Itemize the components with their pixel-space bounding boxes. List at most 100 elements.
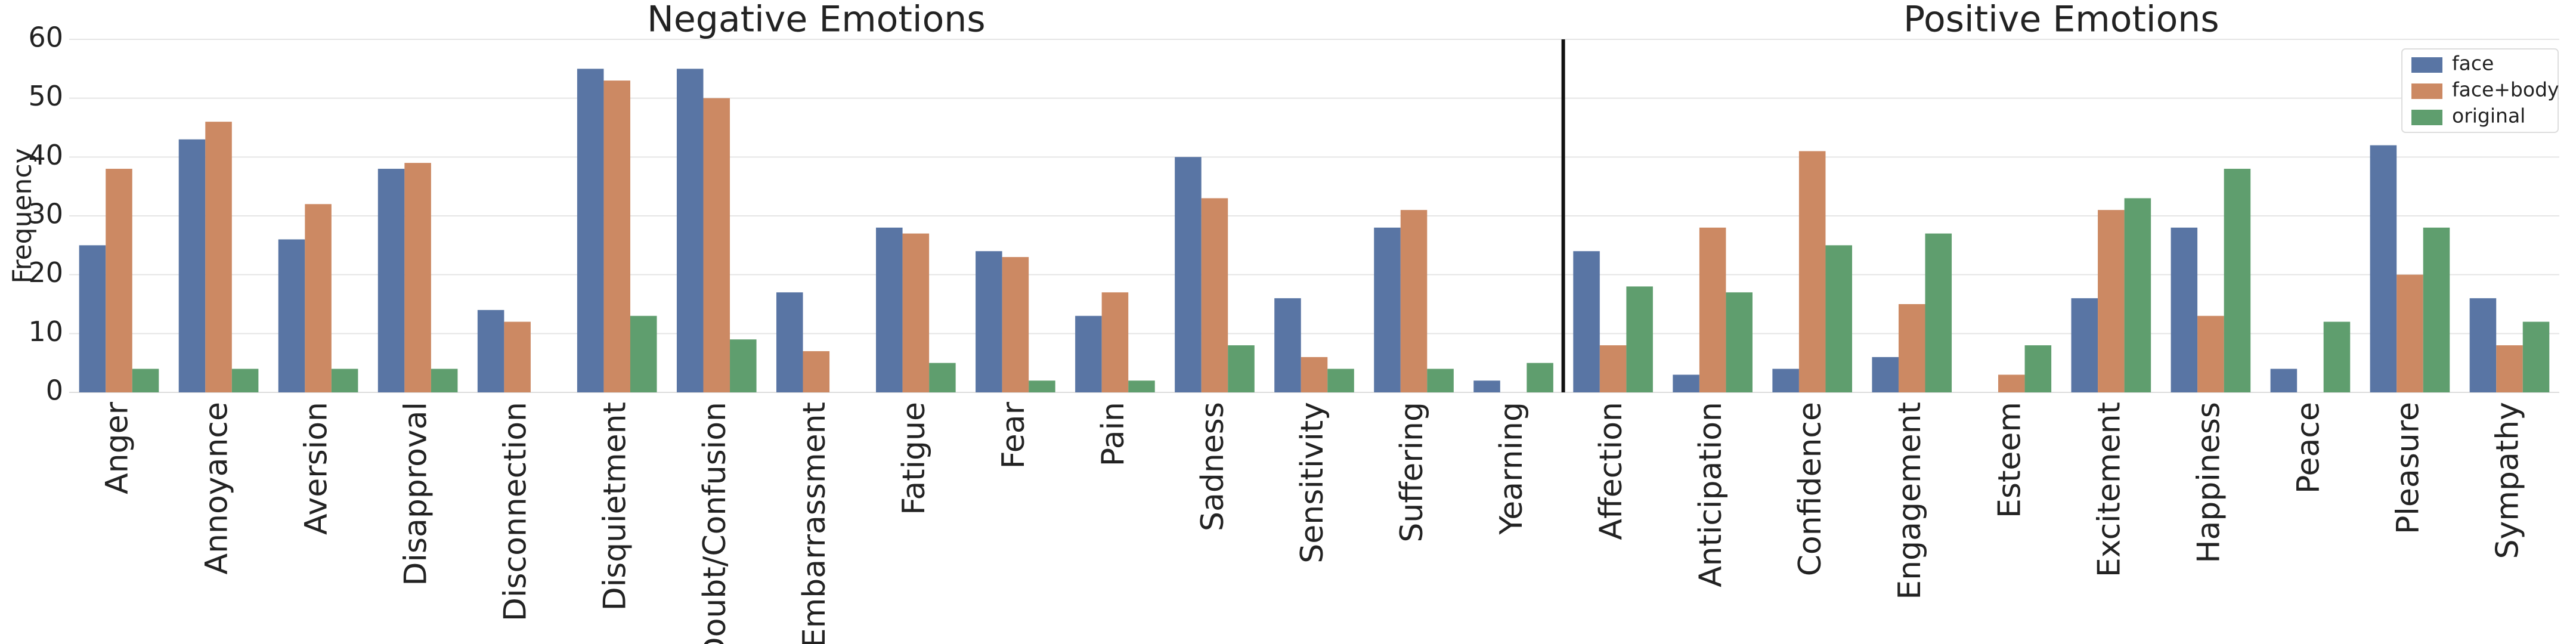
bar [205, 122, 232, 392]
x-tick-label: Disquietment [597, 402, 633, 611]
bar [1626, 286, 1653, 392]
x-tick-label: Sadness [1195, 402, 1231, 531]
bar [1301, 357, 1328, 392]
bar [2323, 321, 2351, 392]
x-tick-label: Pain [1095, 402, 1131, 466]
y-tick-label: 10 [28, 315, 63, 348]
y-tick-label: 50 [28, 80, 63, 112]
bar [1374, 227, 1401, 392]
bar [703, 98, 730, 392]
bar [178, 139, 206, 392]
bar [2522, 321, 2550, 392]
bar [1101, 292, 1129, 392]
x-tick-label: Annoyance [199, 402, 235, 574]
legend-swatch [2411, 57, 2442, 73]
bar [331, 369, 358, 392]
bar [2171, 227, 2198, 392]
bar [2124, 198, 2151, 392]
bar [1673, 374, 1699, 392]
bar [404, 163, 431, 392]
bar [2370, 145, 2397, 392]
legend-label: face+body [2452, 78, 2559, 101]
bar [278, 239, 305, 392]
legend-label: face [2452, 52, 2494, 75]
bar [776, 292, 803, 392]
bar [1726, 292, 1753, 392]
x-tick-label: Esteem [1992, 402, 2027, 518]
bar [1228, 345, 1255, 392]
x-tick-label: Fear [996, 401, 1032, 469]
y-tick-label: 30 [28, 198, 63, 230]
bar [603, 80, 630, 393]
bar [504, 321, 531, 392]
y-tick-label: 40 [28, 139, 63, 171]
bar [1898, 304, 1925, 392]
bar [1075, 315, 1102, 392]
legend-label: original [2452, 104, 2525, 128]
x-tick-label: Disapproval [398, 402, 434, 586]
bar [1002, 257, 1029, 392]
bar [1029, 380, 1055, 392]
bar [2197, 315, 2224, 392]
bar [1699, 227, 1726, 392]
y-axis-label: Frequency [7, 148, 38, 283]
bar [1825, 245, 1853, 392]
x-tick-label: Affection [1593, 402, 1629, 540]
legend-swatch [2411, 110, 2442, 125]
bar [2270, 369, 2298, 392]
bar [876, 227, 903, 392]
x-tick-label: Happiness [2191, 402, 2227, 564]
x-tick-label: Doubt/Confusion [697, 402, 733, 644]
bar [902, 233, 930, 392]
bar [2469, 298, 2497, 392]
legend-swatch [2411, 83, 2442, 99]
bar [305, 204, 332, 392]
x-tick-label: Embarrassment [797, 402, 832, 644]
x-tick-label: Anger [100, 401, 135, 494]
bar [1327, 369, 1354, 392]
bar [106, 169, 132, 392]
bar [676, 69, 704, 393]
bar [2423, 227, 2450, 392]
bar [803, 351, 830, 392]
bar [2224, 169, 2251, 392]
bar [1427, 369, 1454, 392]
x-tick-label: Yearning [1494, 402, 1530, 535]
bar [1527, 363, 1553, 392]
bar [1798, 151, 1826, 392]
bar [231, 369, 259, 392]
bar [1274, 298, 1301, 392]
x-tick-label: Peace [2290, 402, 2326, 494]
bar [1128, 380, 1155, 392]
bar [2098, 210, 2125, 392]
section-title: Positive Emotions [1903, 0, 2219, 41]
x-tick-label: Aversion [299, 402, 335, 535]
bar [79, 245, 106, 392]
x-tick-label: Anticipation [1693, 402, 1729, 587]
bar [2024, 345, 2052, 392]
x-tick-label: Confidence [1792, 402, 1828, 576]
bar [1175, 157, 1202, 392]
bar [929, 363, 956, 392]
x-tick-label: Sympathy [2490, 402, 2525, 559]
bar [1872, 357, 1899, 392]
bar [132, 369, 159, 392]
bar [1772, 369, 1799, 392]
y-tick-label: 0 [46, 374, 63, 407]
x-tick-label: Excitement [2091, 402, 2127, 577]
bar [976, 251, 1002, 392]
bar [630, 315, 657, 392]
bar [477, 309, 504, 392]
x-tick-label: Disconnection [498, 402, 534, 621]
bar [377, 169, 405, 392]
x-tick-label: Sensitivity [1295, 402, 1330, 564]
bar [577, 69, 604, 393]
bar [1400, 210, 1428, 392]
bar [730, 339, 757, 392]
y-tick-label: 20 [28, 256, 63, 289]
bar [1599, 345, 1627, 392]
y-tick-label: 60 [28, 21, 63, 54]
x-tick-label: Fatigue [896, 402, 932, 515]
bar [1998, 374, 2025, 392]
